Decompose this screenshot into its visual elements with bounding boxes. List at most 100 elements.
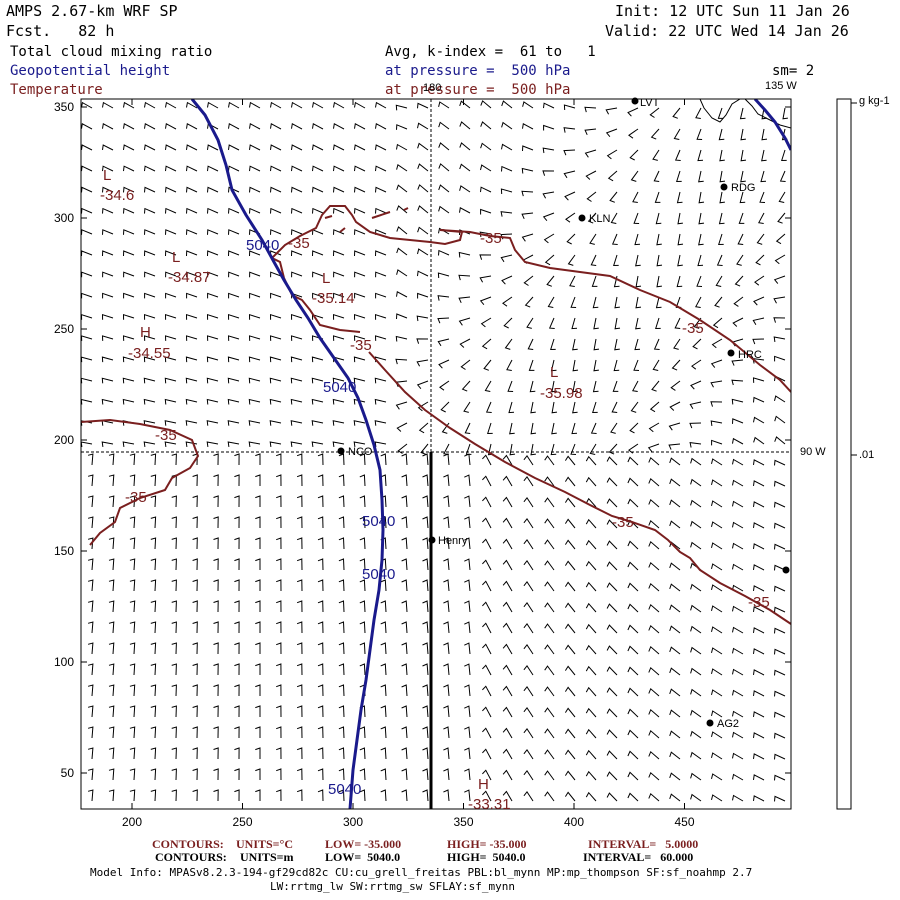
wind-barb	[697, 149, 704, 162]
wind-barb	[606, 582, 618, 592]
wind-barb	[564, 539, 576, 550]
wind-barb	[438, 205, 450, 214]
wind-barb	[732, 752, 744, 760]
wind-barb	[610, 422, 618, 434]
wind-barb	[656, 233, 662, 246]
wind-barb	[669, 457, 681, 466]
wind-barb	[255, 663, 261, 675]
wind-barb	[711, 794, 723, 802]
wind-barb	[332, 377, 345, 384]
height-label-1: 5040	[246, 237, 279, 254]
wind-barb	[774, 395, 786, 403]
wind-barb	[296, 495, 303, 508]
wind-barb	[123, 207, 135, 214]
wind-barb	[502, 559, 513, 571]
wind-barb	[606, 792, 618, 802]
footer-temp-low: LOW= -35.000	[325, 837, 402, 851]
wind-barb	[648, 540, 660, 550]
wind-barb	[740, 128, 746, 141]
wind-barb	[753, 480, 765, 487]
wind-barb	[129, 558, 136, 571]
wind-barb	[758, 212, 765, 224]
wind-barb	[396, 313, 408, 320]
wind-barb	[773, 336, 786, 342]
wind-barb	[567, 254, 576, 266]
wind-barb	[443, 684, 450, 697]
wind-barb	[401, 705, 408, 718]
wind-barb	[249, 292, 261, 299]
wind-barb	[290, 314, 303, 320]
wind-barb	[692, 338, 702, 350]
wind-barb	[591, 275, 598, 287]
wind-barb	[733, 296, 744, 307]
wind-barb	[711, 647, 723, 655]
wind-barb	[753, 296, 765, 306]
wind-barb	[338, 642, 345, 655]
wind-barb	[753, 753, 765, 760]
wind-barb	[696, 128, 703, 140]
wind-barb	[276, 537, 282, 550]
wind-barb	[753, 669, 765, 676]
wind-barb	[648, 498, 660, 508]
wind-barb	[255, 579, 261, 591]
wind-barb	[710, 359, 723, 368]
avg-k-index: Avg, k-index = 61 to 1	[385, 44, 596, 60]
wind-barb	[437, 295, 450, 301]
wind-barb	[420, 443, 429, 455]
wind-barb	[564, 191, 576, 201]
wind-barb	[317, 453, 324, 466]
wind-barb	[338, 621, 345, 634]
wind-barb	[564, 455, 576, 466]
wind-barb	[482, 790, 492, 802]
wind-barb	[380, 453, 387, 466]
wind-barb	[753, 627, 765, 634]
wind-barb	[255, 558, 261, 570]
wind-barb	[122, 356, 135, 363]
wind-barb	[752, 317, 765, 325]
wind-barb	[234, 747, 240, 760]
wind-barb	[753, 436, 765, 445]
wind-barb	[401, 789, 408, 802]
wind-barb	[354, 123, 366, 130]
wind-barb	[276, 453, 282, 466]
wind-barb	[627, 792, 639, 802]
wind-barb	[401, 726, 408, 739]
wind-barb	[627, 107, 639, 117]
wind-barb	[171, 642, 177, 655]
wind-barb	[648, 422, 660, 433]
wind-barb	[569, 275, 576, 287]
low-4-value: -35.98	[540, 385, 583, 402]
wind-barb	[354, 292, 366, 299]
station-hrc-marker	[727, 349, 735, 357]
wind-barb	[234, 558, 240, 571]
wind-barb	[375, 144, 387, 151]
wind-barb	[585, 644, 597, 655]
wind-barb	[359, 453, 366, 466]
wind-barb	[317, 621, 324, 634]
wind-barb	[317, 684, 324, 697]
wind-barb	[333, 123, 345, 130]
wind-barb	[207, 271, 219, 278]
wind-barb	[570, 443, 577, 455]
wind-barb	[123, 229, 135, 235]
wind-barb	[589, 443, 597, 455]
wind-barb	[396, 184, 408, 193]
wind-barb	[255, 684, 261, 696]
wind-barb	[732, 794, 744, 802]
wind-barb	[627, 498, 639, 508]
wind-barb	[227, 335, 240, 341]
wind-barb	[544, 539, 555, 550]
wind-barb	[656, 254, 663, 267]
low-3-marker: L	[322, 270, 330, 287]
wind-barb	[438, 184, 450, 193]
wind-barb	[459, 185, 471, 193]
wind-barb	[710, 401, 723, 407]
wind-barb	[186, 250, 198, 257]
temp-label-7: -35	[612, 514, 634, 531]
x-tick-label: 300	[343, 815, 363, 829]
wind-barb	[317, 495, 324, 508]
wind-barb	[690, 499, 702, 508]
wind-barb	[270, 101, 282, 109]
wind-barb	[731, 398, 744, 405]
wind-barb	[248, 377, 261, 384]
